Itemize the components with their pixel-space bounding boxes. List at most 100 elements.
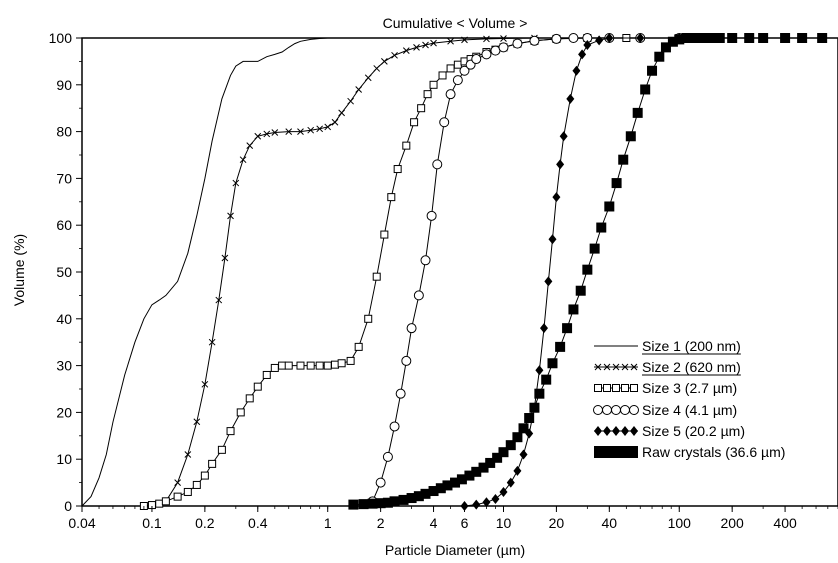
data-point (611, 178, 622, 189)
data-point (499, 486, 508, 497)
data-point (471, 466, 482, 477)
series-6 (348, 33, 838, 510)
x-marker-stroke (347, 97, 354, 105)
data-point (413, 491, 424, 502)
data-point (544, 276, 553, 287)
data-point (262, 370, 271, 379)
legend-swatch-marker (612, 426, 620, 436)
x-marker-stroke (500, 35, 507, 42)
data-point (446, 64, 455, 73)
data-point (636, 33, 645, 43)
data-point (389, 421, 400, 432)
x-marker-stroke (208, 338, 216, 346)
x-marker-stroke (239, 156, 247, 164)
legend-swatch-marker (621, 384, 629, 392)
data-point (512, 38, 523, 49)
data-point (389, 496, 400, 507)
data-point (417, 104, 426, 113)
data-point (559, 131, 568, 142)
y-tick-label: 30 (56, 358, 72, 374)
data-point (660, 42, 671, 53)
data-point (453, 60, 462, 69)
data-point (232, 179, 240, 187)
x-tick-label: 400 (773, 515, 797, 531)
legend: Size 1 (200 nm) Size 2 (620 nm) Size 3 (2.… (590, 332, 836, 504)
data-point (681, 33, 692, 43)
data-point (654, 51, 665, 62)
data-point (492, 452, 503, 463)
data-point (439, 117, 450, 128)
legend-item-6: Raw crystals (36.6 µm) (594, 444, 785, 460)
x-marker-stroke (184, 451, 192, 458)
x-marker-stroke (447, 37, 454, 45)
data-point (373, 65, 381, 72)
data-point (355, 86, 363, 93)
data-point (780, 33, 791, 43)
legend-swatch-marker (603, 384, 611, 392)
x-tick-label: 6 (461, 515, 469, 531)
data-point (393, 165, 402, 174)
data-point (674, 34, 685, 45)
x-marker-stroke (430, 39, 437, 47)
data-point (410, 118, 419, 127)
data-point (285, 128, 293, 135)
legend-swatch-marker (603, 426, 611, 436)
legend-swatch-marker (621, 363, 629, 371)
data-point (193, 418, 201, 426)
data-point (246, 142, 254, 149)
data-point (435, 483, 446, 494)
legend-item-5: Size 5 (20.2 µm) (594, 423, 745, 439)
legend-swatch-marker (620, 405, 630, 415)
data-point (524, 413, 535, 424)
data-point (562, 323, 573, 334)
data-point (518, 423, 529, 434)
data-point (640, 84, 651, 95)
data-point (315, 361, 324, 370)
data-point (605, 33, 614, 43)
data-point (217, 445, 226, 454)
data-point (485, 457, 496, 468)
data-point (534, 388, 545, 399)
x-marker-stroke (381, 58, 388, 65)
data-point (575, 285, 586, 296)
legend-label: Size 4 (4.1 µm) (642, 402, 737, 418)
data-point (173, 492, 182, 501)
data-point (174, 479, 181, 486)
data-point (459, 65, 470, 76)
data-point (348, 499, 359, 510)
data-point (529, 35, 540, 46)
data-point (548, 234, 557, 245)
data-point (535, 365, 544, 376)
y-tick-label: 40 (56, 311, 72, 327)
data-point (568, 33, 579, 43)
data-point (539, 323, 548, 334)
data-point (512, 432, 523, 443)
legend-swatch-marker (630, 363, 638, 371)
x-marker-stroke (461, 36, 468, 44)
data-point (604, 201, 615, 212)
x-marker-stroke (331, 118, 339, 126)
legend-swatch-marker (594, 363, 602, 371)
x-marker-stroke (232, 179, 240, 187)
data-point (192, 480, 201, 489)
data-point (278, 361, 287, 370)
data-point (307, 126, 315, 134)
data-point (253, 382, 262, 391)
series-line (81, 37, 838, 507)
data-point (705, 33, 716, 43)
x-tick-label: 10 (496, 515, 512, 531)
data-point (500, 35, 507, 42)
x-tick-label: 20 (549, 515, 565, 531)
x-marker-stroke (254, 132, 262, 140)
data-point (284, 361, 293, 370)
data-point (215, 296, 223, 304)
x-marker-stroke (483, 35, 490, 43)
data-point (714, 33, 725, 43)
data-point (432, 159, 443, 170)
data-point (583, 40, 592, 51)
data-point (688, 33, 699, 43)
data-point (367, 498, 378, 509)
y-axis-title: Volume (%) (11, 234, 27, 306)
data-point (375, 498, 386, 509)
data-point (200, 471, 209, 480)
